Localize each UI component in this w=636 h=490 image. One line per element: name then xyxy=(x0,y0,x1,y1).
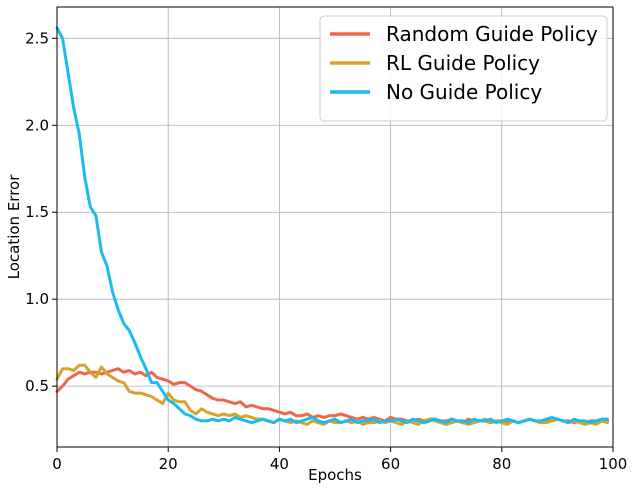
y-tick-label: 1.5 xyxy=(25,203,49,221)
y-axis-title: Location Error xyxy=(5,174,23,280)
series-lines xyxy=(55,26,609,426)
series-line-0 xyxy=(55,367,609,425)
series-line-2 xyxy=(55,26,609,425)
x-axis-title: Epochs xyxy=(308,466,362,484)
y-tick-label: 2.0 xyxy=(25,116,49,134)
y-tick-label: 0.5 xyxy=(25,377,49,395)
x-tick-label: 0 xyxy=(52,455,62,473)
legend-label-1: RL Guide Policy xyxy=(386,51,540,75)
x-tick-label: 100 xyxy=(599,455,628,473)
legend: Random Guide Policy RL Guide Policy No Gui… xyxy=(319,15,608,122)
x-tick-label: 40 xyxy=(270,455,289,473)
y-tick-label: 1.0 xyxy=(25,290,49,308)
x-tick-label: 20 xyxy=(159,455,178,473)
x-tick-label: 60 xyxy=(381,455,400,473)
x-tick-label: 80 xyxy=(492,455,511,473)
y-axis-ticks: 0.5 1.0 1.5 2.0 2.5 xyxy=(25,29,57,395)
plot-frame xyxy=(56,6,614,448)
legend-label-2: No Guide Policy xyxy=(386,80,542,104)
y-tick-label: 2.5 xyxy=(25,29,49,47)
legend-label-0: Random Guide Policy xyxy=(386,22,598,46)
legend-box xyxy=(319,15,608,122)
x-axis-ticks: 0 20 40 60 80 100 xyxy=(52,447,627,473)
